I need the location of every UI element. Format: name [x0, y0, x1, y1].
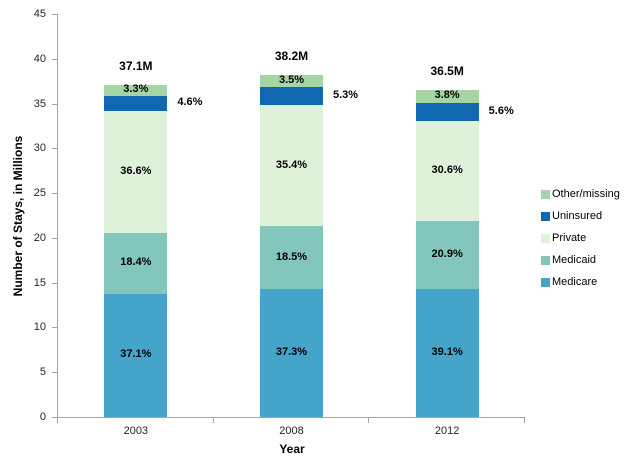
segment-label-other-missing: 3.5% [278, 73, 305, 86]
legend-label: Medicaid [552, 254, 597, 266]
segment-label-medicaid: 20.9% [431, 248, 463, 261]
legend-swatch-icon [541, 190, 550, 199]
bar-segment-uninsured [415, 102, 479, 121]
legend-item-medicaid: Medicaid [541, 254, 620, 267]
segment-label-medicaid: 18.5% [275, 250, 308, 263]
segment-label-uninsured: 5.3% [333, 88, 359, 101]
y-tick-label: 30 [33, 142, 46, 155]
y-tick-label: 35 [33, 97, 46, 110]
segment-label-private: 30.6% [431, 163, 463, 176]
bar-total-label: 36.5M [430, 64, 464, 79]
legend-item-medicare: Medicare [541, 276, 620, 289]
segment-label-medicare: 39.1% [431, 346, 463, 359]
y-tick-mark [52, 193, 57, 195]
bar-segment-medicare [260, 289, 323, 417]
bar-segment-uninsured [260, 86, 323, 105]
legend-label: Uninsured [552, 210, 603, 222]
legend-item-uninsured: Uninsured [541, 210, 620, 223]
y-tick-label: 15 [33, 276, 46, 289]
legend-swatch-icon [541, 256, 550, 265]
x-tick-mark [57, 418, 58, 423]
segment-label-private: 35.4% [275, 158, 308, 171]
segment-label-uninsured: 5.6% [488, 104, 514, 117]
segment-label-medicare: 37.1% [120, 348, 152, 361]
legend-swatch-icon [541, 278, 550, 287]
y-tick-mark [52, 148, 57, 150]
x-tick-mark [368, 418, 370, 423]
y-tick-label: 10 [33, 321, 46, 334]
bar-segment-medicaid [104, 232, 168, 294]
y-axis-line [57, 14, 58, 418]
segment-label-medicare: 37.3% [275, 346, 308, 359]
bar-segment-other-missing [415, 90, 479, 103]
x-axis-line [57, 417, 525, 418]
x-axis-title: Year [279, 442, 305, 456]
y-tick-mark [52, 237, 57, 239]
bar-segment-other-missing [104, 84, 168, 96]
bar-total-label: 37.1M [119, 58, 153, 73]
y-tick-label: 40 [33, 52, 46, 65]
y-tick-label: 5 [39, 366, 46, 379]
bar-segment-medicaid [415, 220, 479, 290]
legend-item-other-missing: Other/missing [541, 188, 620, 201]
legend-label: Private [552, 232, 587, 244]
bar-segment-medicare [415, 289, 479, 417]
legend: Other/missing Uninsured Private Medicaid Med… [541, 188, 620, 298]
bar-segment-medicaid [260, 226, 323, 290]
x-tick-mark [524, 418, 525, 423]
legend-label: Medicare [552, 276, 598, 288]
bar-total-label: 38.2M [274, 48, 309, 63]
legend-swatch-icon [541, 212, 550, 221]
y-tick-mark [52, 14, 57, 15]
segment-label-other-missing: 3.8% [434, 89, 460, 102]
bar-segment-other-missing [260, 74, 323, 87]
y-tick-label: 45 [33, 8, 46, 20]
legend-label: Other/missing [552, 188, 620, 200]
x-category-label: 2008 [279, 425, 304, 437]
x-category-label: 2012 [434, 425, 460, 437]
segment-label-uninsured: 4.6% [177, 96, 203, 109]
segment-label-medicaid: 18.4% [120, 256, 152, 269]
x-category-label: 2003 [123, 425, 149, 437]
y-tick-mark [52, 282, 57, 284]
bar-segment-private [260, 105, 323, 227]
segment-label-other-missing: 3.3% [123, 83, 149, 96]
y-tick-label: 0 [39, 411, 46, 423]
y-tick-mark [52, 103, 57, 105]
legend-swatch-icon [541, 234, 550, 243]
bar-segment-private [104, 110, 168, 233]
y-tick-mark [52, 327, 57, 329]
x-tick-mark [212, 418, 214, 423]
y-tick-mark [52, 58, 57, 60]
y-tick-mark [52, 372, 57, 374]
y-tick-mark [52, 417, 57, 418]
y-tick-label: 20 [33, 231, 46, 244]
y-tick-label: 25 [33, 187, 46, 200]
bar-segment-private [415, 120, 479, 221]
bar-segment-medicare [104, 293, 168, 417]
segment-label-private: 36.6% [120, 164, 152, 177]
legend-item-private: Private [541, 232, 620, 245]
bar-segment-uninsured [104, 95, 168, 111]
